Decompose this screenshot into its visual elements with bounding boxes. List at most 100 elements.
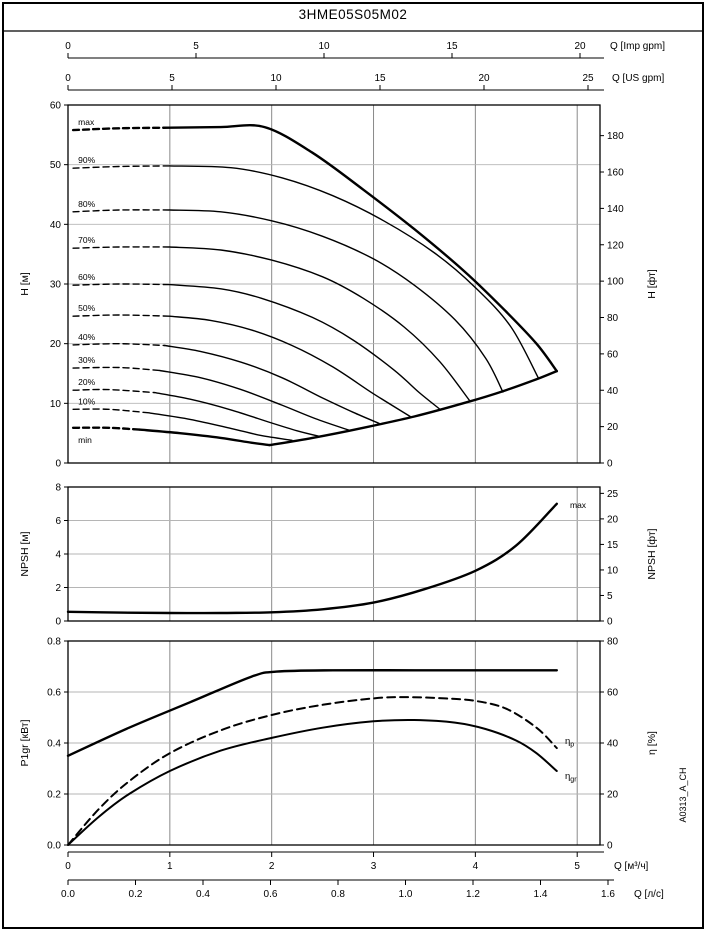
curve-label-80%: 80%: [78, 199, 95, 209]
drawing-code: A0313_A_CH: [678, 767, 688, 822]
ytick-right-head: 120: [607, 240, 624, 251]
ytick-left-head: 30: [50, 280, 62, 291]
xtick-ls: 1.6: [601, 889, 615, 900]
curve-head-90%-dashed: [72, 165, 171, 169]
curve-head-60%-dashed: [72, 283, 171, 286]
curve-label-eta-p: ηp: [565, 736, 574, 749]
ytick-left-power: 0.4: [47, 739, 61, 750]
ytick-left-head: 0: [55, 459, 61, 470]
curve-power-eta_p: [67, 696, 558, 846]
ytick-right-power: 20: [607, 790, 619, 801]
curve-head-60%: [169, 283, 442, 411]
curve-label-70%: 70%: [78, 235, 95, 245]
axis-title-m3h: Q [м³/ч]: [614, 861, 649, 872]
ytick-left-head: 60: [50, 101, 62, 112]
ytick-right-head: 20: [607, 422, 619, 433]
xtick-imp-gpm: 5: [193, 41, 199, 52]
ytick-right-npsh: 5: [607, 591, 613, 602]
ytick-left-head: 50: [50, 160, 62, 171]
curve-head-80%-dashed: [72, 209, 171, 213]
xtick-ls: 0.0: [61, 889, 75, 900]
ytick-left-npsh: 8: [55, 483, 61, 494]
axis-title-imp-gpm: Q [Imp gpm]: [610, 41, 665, 52]
axis-title-left-head: H [м]: [19, 272, 31, 296]
axis-title-left-power: P1gr [кВт]: [19, 719, 31, 766]
curve-label-10%: 10%: [78, 396, 95, 406]
xtick-m3h: 2: [269, 861, 275, 872]
ytick-left-head: 10: [50, 399, 62, 410]
ytick-right-head: 0: [607, 459, 613, 470]
xtick-us-gpm: 0: [65, 73, 71, 84]
curve-head-40%-dashed: [72, 342, 166, 347]
axis-title-us-gpm: Q [US gpm]: [612, 73, 664, 84]
curve-head-70%-dashed: [72, 246, 171, 249]
ytick-right-npsh: 25: [607, 489, 619, 500]
curve-label-eta-gr: ηgr: [565, 771, 577, 784]
ytick-left-head: 40: [50, 220, 62, 231]
xtick-us-gpm: 20: [478, 73, 490, 84]
xtick-m3h: 0: [65, 861, 71, 872]
page-title: 3HME05S05M02: [298, 7, 408, 22]
curve-head-envelope: [268, 369, 558, 447]
xtick-m3h: 5: [574, 861, 580, 872]
curve-head-80%: [169, 209, 504, 393]
ytick-left-npsh: 2: [55, 583, 61, 594]
axis-title-left-npsh: NPSH [м]: [19, 531, 31, 576]
xtick-ls: 0.2: [129, 889, 143, 900]
ytick-right-head: 180: [607, 131, 624, 142]
axis-title-ls: Q [л/с]: [634, 889, 664, 900]
axis-title-right-head: H [фт]: [646, 269, 658, 299]
curve-label-20%: 20%: [78, 377, 95, 387]
curve-head-20%-dashed: [72, 388, 156, 394]
curve-head-40%: [164, 344, 381, 425]
curve-label-90%: 90%: [78, 155, 95, 165]
ytick-left-power: 0.8: [47, 637, 61, 648]
curve-label-60%: 60%: [78, 272, 95, 282]
ytick-left-power: 0.6: [47, 688, 61, 699]
curve-label-40%: 40%: [78, 332, 95, 342]
axis-title-right-npsh: NPSH [фт]: [646, 528, 658, 579]
curve-head-20%: [153, 391, 320, 437]
curve-head-10%-dashed: [72, 408, 151, 414]
curve-head-max-dashed: [71, 126, 171, 132]
ytick-left-npsh: 6: [55, 516, 61, 527]
axis-title-right-power: η [%]: [646, 731, 658, 755]
xtick-imp-gpm: 0: [65, 41, 71, 52]
ytick-right-npsh: 15: [607, 540, 619, 551]
ytick-right-npsh: 0: [607, 617, 613, 628]
ytick-left-power: 0.2: [47, 790, 61, 801]
curve-head-10%: [148, 412, 293, 441]
xtick-m3h: 4: [473, 861, 479, 872]
curve-head-50%: [169, 315, 411, 418]
ytick-right-power: 40: [607, 739, 619, 750]
ytick-right-power: 80: [607, 637, 619, 648]
xtick-ls: 0.4: [196, 889, 210, 900]
xtick-m3h: 3: [371, 861, 377, 872]
xtick-ls: 0.8: [331, 889, 345, 900]
xtick-imp-gpm: 15: [446, 41, 458, 52]
xtick-us-gpm: 10: [270, 73, 282, 84]
xtick-imp-gpm: 10: [318, 41, 330, 52]
ytick-right-npsh: 10: [607, 565, 619, 576]
curve-label-npsh-max: max: [570, 500, 587, 510]
ytick-left-head: 20: [50, 339, 62, 350]
ytick-right-head: 140: [607, 204, 624, 215]
ytick-left-npsh: 0: [55, 617, 61, 628]
ytick-right-power: 0: [607, 841, 613, 852]
curve-head-min: [138, 428, 271, 447]
ytick-left-npsh: 4: [55, 550, 61, 561]
ytick-right-head: 80: [607, 313, 619, 324]
curve-power-P1gr: [66, 669, 558, 757]
ytick-right-head: 60: [607, 349, 619, 360]
xtick-us-gpm: 15: [374, 73, 386, 84]
ytick-right-head: 40: [607, 386, 619, 397]
curve-npsh-max: [66, 502, 558, 615]
xtick-m3h: 1: [167, 861, 173, 872]
xtick-ls: 0.6: [264, 889, 278, 900]
xtick-us-gpm: 5: [169, 73, 175, 84]
xtick-ls: 1.2: [466, 889, 480, 900]
curve-label-min: min: [78, 435, 92, 445]
curve-label-50%: 50%: [78, 303, 95, 313]
